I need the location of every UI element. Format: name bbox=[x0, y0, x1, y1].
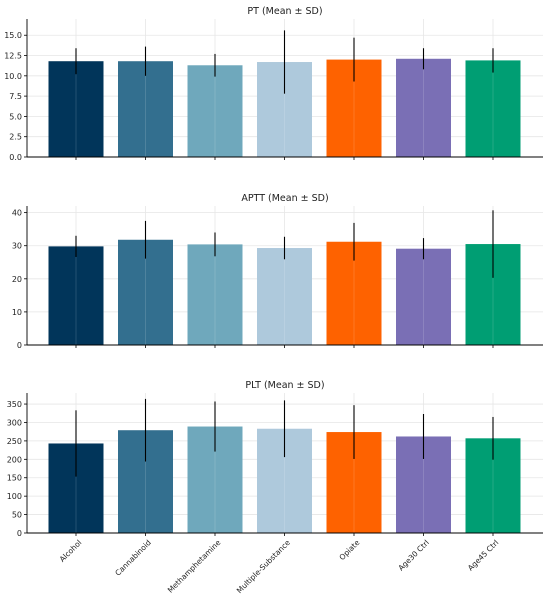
pt-y-tick-label: 7.5 bbox=[9, 92, 22, 101]
category-label-age45-ctrl: Age45 Ctrl bbox=[466, 538, 500, 572]
pt-y-tick-label: 0.0 bbox=[9, 153, 22, 162]
category-label-opiate: Opiate bbox=[337, 538, 361, 562]
category-label-alcohol: Alcohol bbox=[58, 538, 84, 564]
plt-y-tick-label: 100 bbox=[7, 492, 22, 501]
plt-y-tick-label: 350 bbox=[7, 400, 22, 409]
category-label-age30-ctrl: Age30 Ctrl bbox=[396, 538, 430, 572]
plt-y-tick-label: 200 bbox=[7, 455, 22, 464]
plt-y-tick-label: 250 bbox=[7, 437, 22, 446]
pt-bar-methamphetamine bbox=[187, 65, 243, 157]
plt-title: PLT (Mean ± SD) bbox=[245, 380, 324, 391]
pt-y-tick-label: 2.5 bbox=[9, 133, 22, 142]
chart-panels: PT (Mean ± SD) 0.0 2.5 5.0 7.5 10.0 12.5 15.0 AP… bbox=[4, 6, 543, 595]
aptt-bar-multiple-substance bbox=[257, 248, 312, 345]
plt-y-tick-label: 50 bbox=[12, 511, 22, 520]
plt-panel: PLT (Mean ± SD) 0 50 100 150 200 250 300 350 Alco… bbox=[7, 380, 543, 595]
pt-panel: PT (Mean ± SD) 0.0 2.5 5.0 7.5 10.0 12.5 15.0 bbox=[4, 6, 543, 162]
plt-y-tick-label: 150 bbox=[7, 474, 22, 483]
aptt-y-tick-label: 30 bbox=[12, 242, 22, 251]
pt-y-tick-label: 15.0 bbox=[4, 31, 22, 40]
aptt-y-tick-label: 10 bbox=[12, 308, 22, 317]
aptt-bar-methamphetamine bbox=[187, 244, 243, 345]
aptt-y-tick-label: 20 bbox=[12, 275, 22, 284]
pt-bar-age30-ctrl bbox=[396, 58, 451, 157]
pt-y-tick-label: 5.0 bbox=[9, 112, 22, 121]
aptt-panel: APTT (Mean ± SD) 0 10 20 30 40 bbox=[12, 193, 543, 350]
pt-y-tick-label: 10.0 bbox=[4, 72, 22, 81]
category-label-cannabinoid: Cannabinoid bbox=[113, 538, 153, 578]
aptt-title: APTT (Mean ± SD) bbox=[241, 193, 328, 204]
pt-bar-age45-ctrl bbox=[465, 60, 521, 157]
plt-y-tick-label: 300 bbox=[7, 418, 22, 427]
aptt-bar-age30-ctrl bbox=[396, 248, 451, 345]
aptt-y-tick-label: 0 bbox=[17, 341, 22, 350]
pt-bar-alcohol bbox=[48, 61, 104, 158]
pt-title: PT (Mean ± SD) bbox=[247, 6, 322, 17]
plt-y-tick-label: 0 bbox=[17, 529, 22, 538]
pt-y-tick-label: 12.5 bbox=[4, 52, 22, 61]
category-label-methamphetamine: Methamphetamine bbox=[166, 538, 223, 595]
pt-bar-cannabinoid bbox=[118, 61, 173, 158]
aptt-y-tick-label: 40 bbox=[12, 209, 22, 218]
aptt-bar-alcohol bbox=[48, 246, 104, 345]
category-label-multiple-substance: Multiple-Substance bbox=[235, 538, 292, 595]
